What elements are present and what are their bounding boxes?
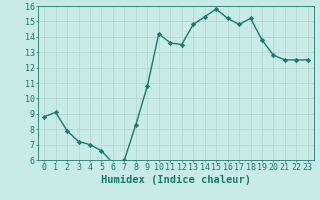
X-axis label: Humidex (Indice chaleur): Humidex (Indice chaleur) xyxy=(101,175,251,185)
